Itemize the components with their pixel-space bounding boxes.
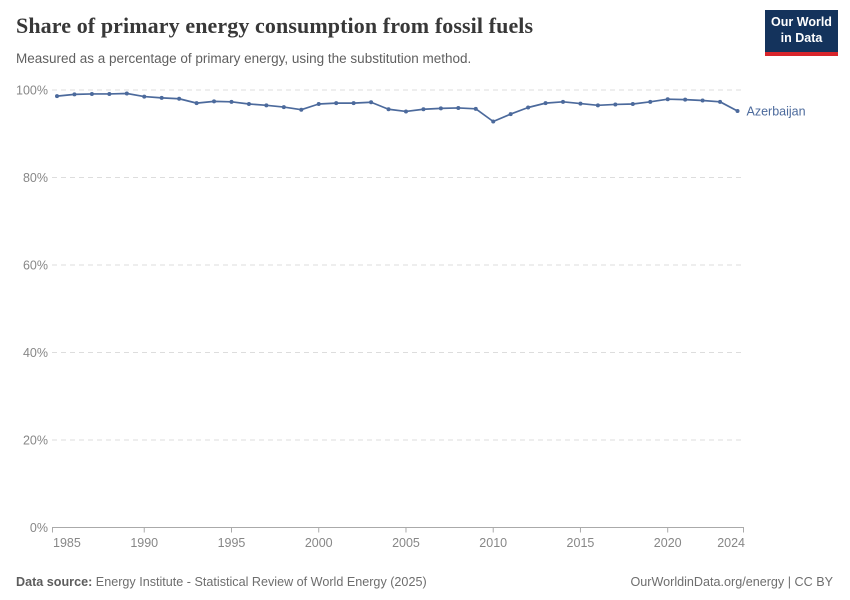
data-point[interactable]: [55, 94, 59, 99]
y-tick-label: 40%: [23, 346, 48, 360]
data-point[interactable]: [369, 100, 374, 105]
data-point[interactable]: [648, 99, 653, 104]
owid-logo-line1: Our World: [771, 15, 832, 29]
data-point[interactable]: [124, 91, 129, 96]
data-source: Data source: Energy Institute - Statisti…: [16, 575, 427, 589]
data-point[interactable]: [526, 105, 531, 110]
data-point[interactable]: [229, 99, 234, 104]
data-point[interactable]: [194, 101, 199, 106]
entity-label[interactable]: Azerbaijan: [747, 105, 806, 119]
data-point[interactable]: [665, 97, 670, 102]
license-credit: OurWorldinData.org/energy | CC BY: [630, 575, 833, 589]
data-point[interactable]: [159, 95, 164, 100]
x-tick-label: 1990: [130, 536, 158, 550]
data-point[interactable]: [718, 99, 723, 104]
data-point[interactable]: [700, 98, 705, 103]
data-point[interactable]: [316, 102, 321, 106]
owid-logo: Our World in Data: [765, 10, 838, 56]
data-source-label: Data source:: [16, 575, 93, 589]
trend-line: [56, 92, 739, 123]
data-point[interactable]: [212, 99, 217, 104]
data-point[interactable]: [578, 101, 583, 106]
data-point[interactable]: [561, 99, 566, 104]
x-tick-label: 2015: [567, 536, 595, 550]
data-point[interactable]: [177, 96, 182, 101]
data-point[interactable]: [613, 102, 618, 107]
page-title: Share of primary energy consumption from…: [16, 13, 534, 38]
data-point[interactable]: [246, 102, 251, 106]
y-tick-label: 60%: [23, 259, 48, 273]
owid-logo-line2: in Data: [780, 31, 823, 46]
data-point[interactable]: [630, 102, 635, 106]
data-point[interactable]: [473, 106, 478, 111]
data-source-text: Energy Institute - Statistical Review of…: [95, 575, 427, 589]
data-point[interactable]: [456, 105, 461, 110]
x-tick-label: 2005: [392, 536, 420, 550]
x-tick-label: 1995: [218, 536, 246, 550]
data-point[interactable]: [403, 109, 408, 114]
x-tick-label: 2024: [717, 536, 745, 550]
x-tick-label: 2000: [305, 536, 333, 550]
data-point[interactable]: [421, 107, 426, 112]
data-point[interactable]: [386, 107, 391, 112]
data-point[interactable]: [508, 112, 513, 117]
y-tick-label: 100%: [16, 84, 48, 98]
x-tick-label: 1985: [53, 536, 81, 550]
data-point[interactable]: [543, 101, 548, 106]
data-point[interactable]: [264, 103, 269, 108]
data-point[interactable]: [491, 119, 496, 124]
data-point[interactable]: [595, 103, 600, 108]
data-point[interactable]: [334, 101, 339, 106]
data-point[interactable]: [299, 107, 304, 112]
data-point[interactable]: [438, 106, 443, 111]
data-point[interactable]: [735, 109, 740, 113]
data-point[interactable]: [683, 97, 688, 102]
data-point[interactable]: [89, 91, 94, 96]
data-point[interactable]: [142, 94, 147, 99]
y-tick-label: 0%: [30, 521, 48, 535]
x-tick-label: 2010: [479, 536, 507, 550]
chart-subtitle: Measured as a percentage of primary ener…: [16, 51, 472, 66]
y-tick-label: 20%: [23, 434, 48, 448]
y-tick-label: 80%: [23, 171, 48, 185]
data-point[interactable]: [281, 105, 286, 110]
x-tick-label: 2020: [654, 536, 682, 550]
data-point[interactable]: [107, 91, 112, 96]
data-point[interactable]: [351, 101, 356, 106]
data-point[interactable]: [72, 92, 77, 97]
